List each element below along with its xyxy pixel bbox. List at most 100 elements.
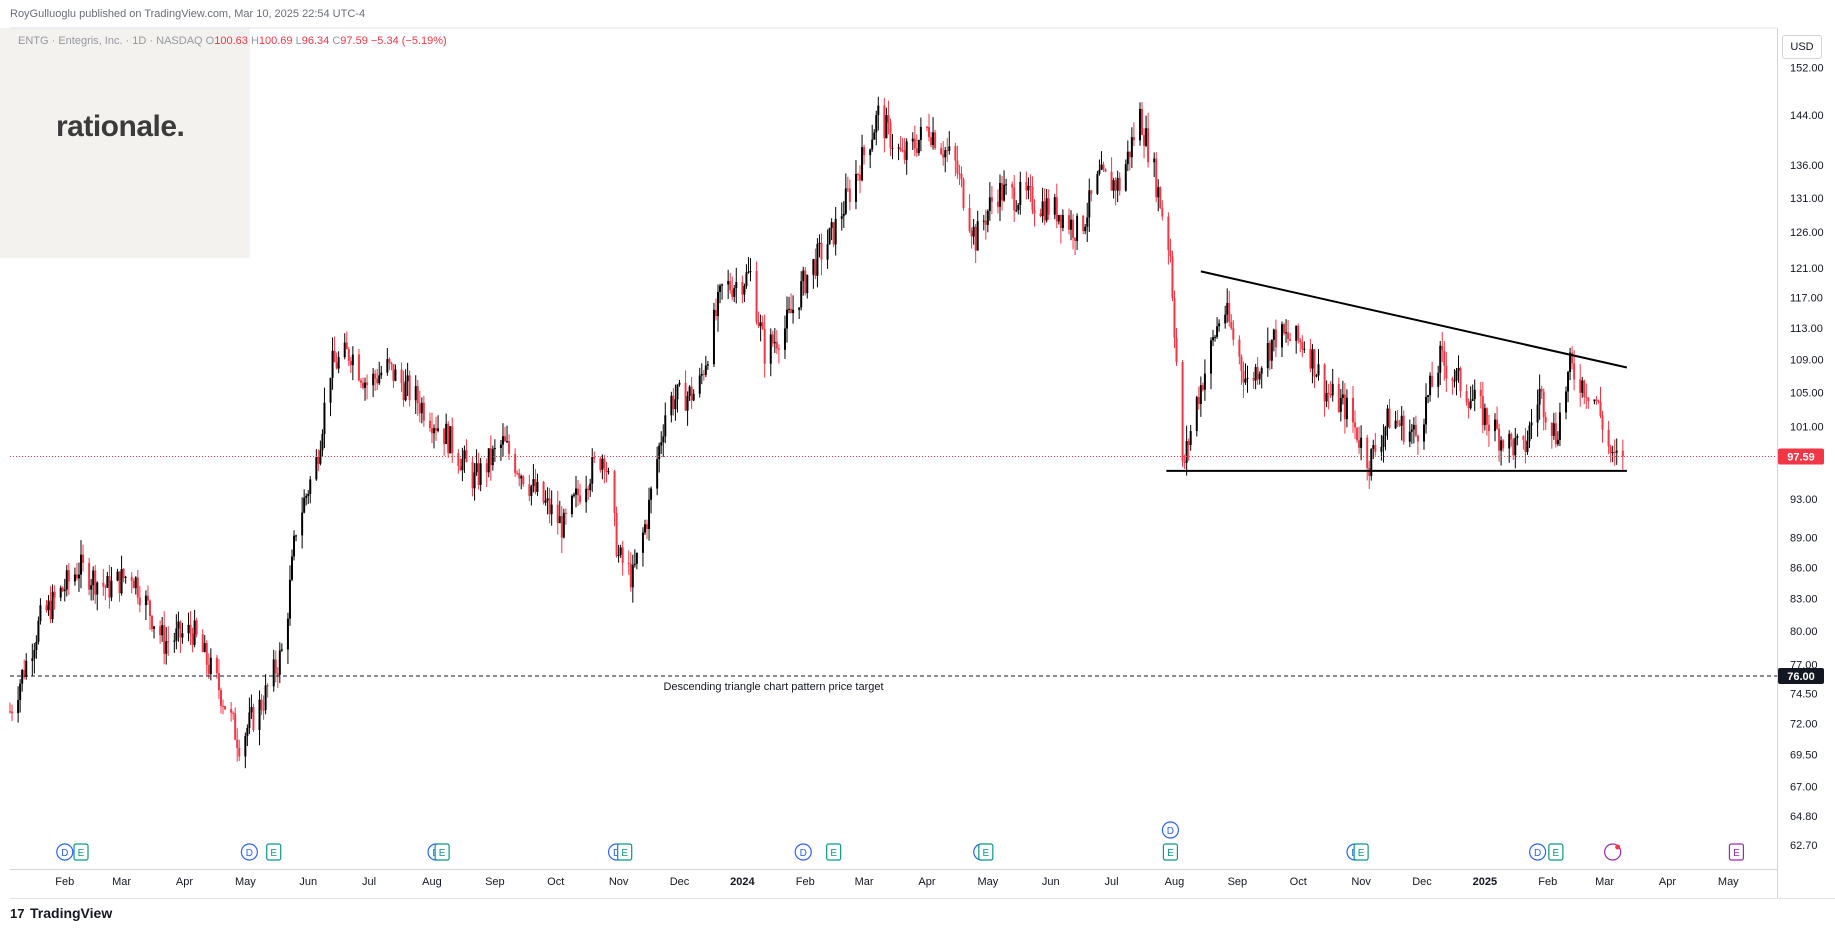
- dividend-event-letter: D: [1167, 826, 1174, 837]
- candle-body: [615, 513, 618, 556]
- candle-body: [165, 641, 168, 654]
- dividend-event-icon[interactable]: [1529, 843, 1547, 861]
- candle-body: [986, 210, 989, 225]
- candle-body: [361, 382, 364, 388]
- tradingview-footer[interactable]: 17 TradingView: [10, 905, 112, 921]
- candle-body: [1258, 373, 1261, 380]
- candle-body: [962, 179, 965, 208]
- price-tick-label: 93.00: [1790, 494, 1818, 506]
- price-tick-label: 101.00: [1790, 421, 1824, 433]
- candle-body: [319, 450, 322, 464]
- candle-body: [735, 281, 738, 289]
- candle-body: [1187, 441, 1190, 445]
- candle-body: [288, 579, 291, 619]
- candle-body: [134, 577, 137, 589]
- candle-body: [250, 707, 253, 713]
- earnings-event-icon[interactable]: [73, 843, 89, 861]
- candle-body: [1289, 339, 1292, 341]
- candle-body: [457, 453, 460, 467]
- candle-body: [286, 618, 289, 650]
- candle-body: [224, 706, 227, 710]
- time-tick-label: 2025: [1473, 876, 1497, 888]
- candle-body: [743, 285, 746, 295]
- candle-body: [763, 328, 766, 364]
- candle-body: [1173, 298, 1176, 338]
- candle-body: [266, 685, 269, 687]
- candle-body: [562, 512, 565, 538]
- symbol-name[interactable]: ENTG · Entegris, Inc. · 1D · NASDAQ: [18, 35, 203, 47]
- candle-body: [1138, 108, 1141, 141]
- candle-body: [264, 685, 267, 710]
- candle-body: [1254, 367, 1257, 381]
- earnings-event-icon[interactable]: [434, 843, 450, 861]
- earnings-event-icon[interactable]: [1548, 843, 1564, 861]
- candle-body: [278, 650, 281, 675]
- candle-body: [21, 670, 24, 684]
- candle-body: [1354, 422, 1357, 428]
- candle-body: [999, 183, 1002, 207]
- candle-body: [447, 423, 450, 454]
- candle-body: [191, 633, 194, 645]
- price-tick-label: 67.00: [1790, 782, 1818, 794]
- descending-resistance-trendline[interactable]: [1200, 270, 1628, 369]
- candle-body: [428, 420, 431, 429]
- earnings-event-icon[interactable]: [266, 843, 282, 861]
- candle-body: [771, 334, 774, 344]
- time-axis[interactable]: Feb Mar Apr May Jun Jul Aug Sep Oct Nov Dec 2024 Feb…: [55, 876, 1739, 888]
- candle-body: [717, 291, 720, 317]
- candle-body: [755, 271, 758, 323]
- candle-body: [122, 568, 125, 578]
- candle-body: [209, 657, 212, 675]
- candle-body: [871, 139, 874, 150]
- earnings-event-icon[interactable]: [978, 843, 994, 861]
- candle-body: [1445, 365, 1448, 379]
- price-tick-label: 109.00: [1790, 354, 1824, 366]
- candle-body: [903, 150, 906, 160]
- candle-body: [1315, 375, 1318, 377]
- dividend-event-icon[interactable]: [56, 843, 74, 861]
- events-row: DEDEDEDEDEDEDEDEDEE: [56, 821, 1745, 861]
- candle-body: [692, 393, 695, 401]
- candle-body: [1256, 367, 1259, 380]
- candle-body: [1033, 210, 1036, 214]
- price-tick-label: 126.00: [1790, 227, 1824, 239]
- candle-body: [1270, 339, 1273, 361]
- candle-body: [631, 564, 634, 588]
- candle-body: [1183, 461, 1186, 463]
- candle-body: [1268, 342, 1271, 361]
- price-axis[interactable]: 152.00 144.00 136.00 131.00 126.00 121.00 117.…: [1778, 63, 1824, 852]
- price-chart[interactable]: Descending triangle chart pattern price …: [0, 0, 1835, 900]
- candle-body: [406, 375, 409, 382]
- candle-body: [564, 512, 567, 515]
- earnings-event-icon[interactable]: [617, 843, 633, 861]
- symbol-legend[interactable]: ENTG · Entegris, Inc. · 1D · NASDAQ O100…: [18, 35, 447, 47]
- earnings-event-letter: E: [830, 848, 837, 859]
- price-target-annotation: Descending triangle chart pattern price …: [663, 681, 883, 693]
- currency-button[interactable]: USD: [1782, 35, 1822, 59]
- candle-body: [948, 146, 951, 151]
- candle-body: [449, 426, 452, 454]
- candle-body: [366, 382, 369, 386]
- candle-body: [627, 562, 630, 564]
- dividend-event-icon[interactable]: [240, 843, 258, 861]
- earnings-event-icon[interactable]: [1353, 843, 1369, 861]
- candle-body: [1621, 450, 1624, 457]
- candle-body: [1059, 214, 1062, 228]
- candle-body: [1512, 439, 1515, 456]
- dividend-event-icon[interactable]: [1161, 821, 1180, 839]
- earnings-event-icon[interactable]: [1728, 843, 1745, 861]
- candle-body: [501, 436, 504, 445]
- time-tick-label: Aug: [422, 876, 442, 888]
- candle-body: [120, 568, 123, 594]
- candle-body: [915, 148, 918, 154]
- candle-body: [1593, 399, 1596, 402]
- candle-body: [1581, 380, 1584, 393]
- candle-body: [116, 571, 119, 581]
- candle-body: [238, 748, 241, 757]
- earnings-event-icon[interactable]: [826, 843, 842, 861]
- earnings-event-icon[interactable]: [1162, 843, 1179, 861]
- candle-body: [33, 650, 36, 659]
- candle-body: [301, 512, 304, 536]
- earnings-event-letter: E: [1358, 848, 1365, 859]
- dividend-event-icon[interactable]: [794, 843, 812, 861]
